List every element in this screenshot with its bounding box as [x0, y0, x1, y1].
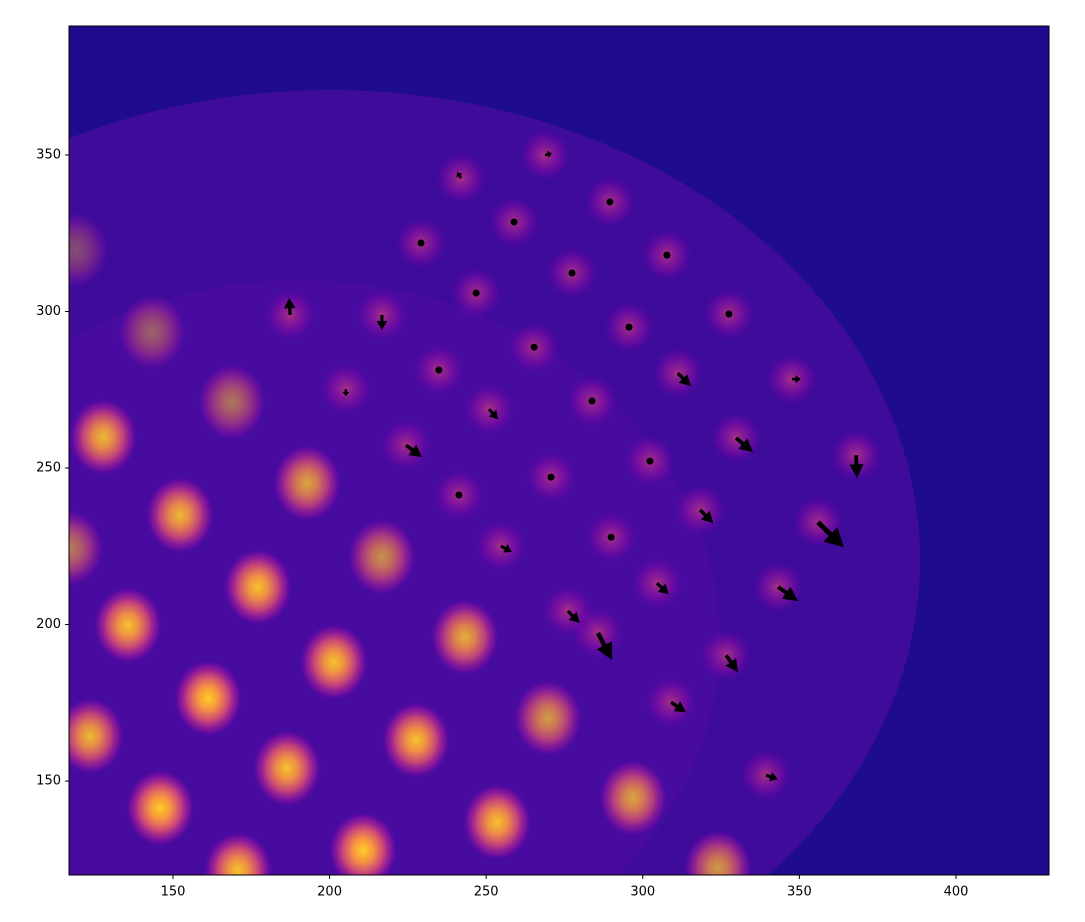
quiver-arrow — [596, 632, 613, 660]
x-tick-label: 250 — [474, 885, 499, 900]
plot-area — [69, 26, 1049, 875]
quiver-arrow — [456, 172, 463, 179]
intensity-spot — [126, 770, 195, 847]
quiver-dot — [435, 366, 443, 374]
intensity-spot — [69, 510, 104, 587]
quiver-dot — [568, 269, 576, 277]
quiver-arrow — [765, 772, 778, 782]
dim-spot — [830, 429, 883, 482]
intensity-spot — [599, 759, 668, 836]
quiver-arrow — [670, 700, 686, 713]
quiver-arrow — [566, 609, 580, 623]
intensity-spot — [93, 587, 162, 664]
quiver-dot — [646, 457, 654, 465]
quiver-arrow — [724, 654, 738, 673]
intensity-spot — [223, 548, 292, 625]
intensity-spot — [117, 294, 186, 371]
quiver-dot — [417, 239, 425, 247]
x-tick-label: 300 — [630, 885, 655, 900]
quiver-arrow — [487, 408, 499, 420]
quiver-arrow — [655, 582, 669, 595]
quiver-arrow — [376, 314, 388, 330]
intensity-spot — [174, 660, 243, 737]
quiver-arrow — [698, 508, 714, 524]
dim-spot — [700, 629, 753, 682]
intensity-spot — [382, 702, 451, 779]
intensity-spot — [197, 363, 266, 440]
quiver-arrow — [776, 585, 799, 602]
halo — [69, 90, 920, 875]
quiver-dot — [606, 198, 614, 206]
quiver-dot — [625, 323, 633, 331]
quiver-dot — [725, 310, 733, 318]
dim-spot — [474, 519, 527, 572]
quiver-arrow — [404, 443, 422, 458]
quiver-dot — [510, 218, 518, 226]
quiver-arrow — [342, 389, 350, 396]
y-tick-label: 300 — [36, 304, 61, 319]
intensity-spot — [273, 445, 342, 522]
quiver-arrow — [816, 520, 844, 548]
y-tick-label: 350 — [36, 147, 61, 162]
axes: 150 200 250 300 350 400 150 200 250 300 350 — [36, 25, 1050, 900]
quiver-dot — [530, 343, 538, 351]
intensity-spot — [145, 476, 214, 553]
quiver-dot — [472, 289, 480, 297]
quiver-dot — [455, 491, 463, 499]
intensity-spot — [430, 599, 499, 676]
intensity-spot — [204, 832, 273, 875]
axes-frame — [68, 25, 1050, 876]
x-tick-label: 150 — [161, 885, 186, 900]
intensity-spot — [683, 830, 752, 875]
intensity-spot — [329, 812, 398, 875]
quiver-dot — [663, 251, 671, 259]
intensity-spot — [299, 624, 368, 701]
quiver-arrow — [544, 150, 552, 158]
intensity-spot — [463, 784, 532, 861]
intensity-spot — [69, 698, 124, 774]
quiver-arrow — [676, 371, 691, 387]
y-tick-label: 250 — [36, 461, 61, 476]
y-tick-label: 150 — [36, 774, 61, 789]
x-tick-label: 200 — [317, 885, 342, 900]
intensity-spot — [347, 518, 416, 595]
x-tick-label: 350 — [787, 885, 812, 900]
dim-spot — [739, 749, 792, 802]
intensity-spot — [513, 680, 582, 757]
intensity-spot — [69, 212, 109, 289]
intensity-spot — [252, 730, 321, 807]
quiver-dot — [588, 397, 596, 405]
quiver-arrow — [500, 544, 512, 553]
y-tick-label: 200 — [36, 617, 61, 632]
quiver-dot — [547, 473, 555, 481]
intensity-spot — [69, 399, 138, 476]
dim-spot — [765, 353, 818, 406]
quiver-arrow — [849, 455, 864, 478]
quiver-arrow — [734, 436, 753, 453]
quiver-dot — [607, 533, 615, 541]
x-tick-label: 400 — [944, 885, 969, 900]
quiver-arrow — [791, 375, 801, 384]
quiver-arrow — [284, 298, 296, 315]
